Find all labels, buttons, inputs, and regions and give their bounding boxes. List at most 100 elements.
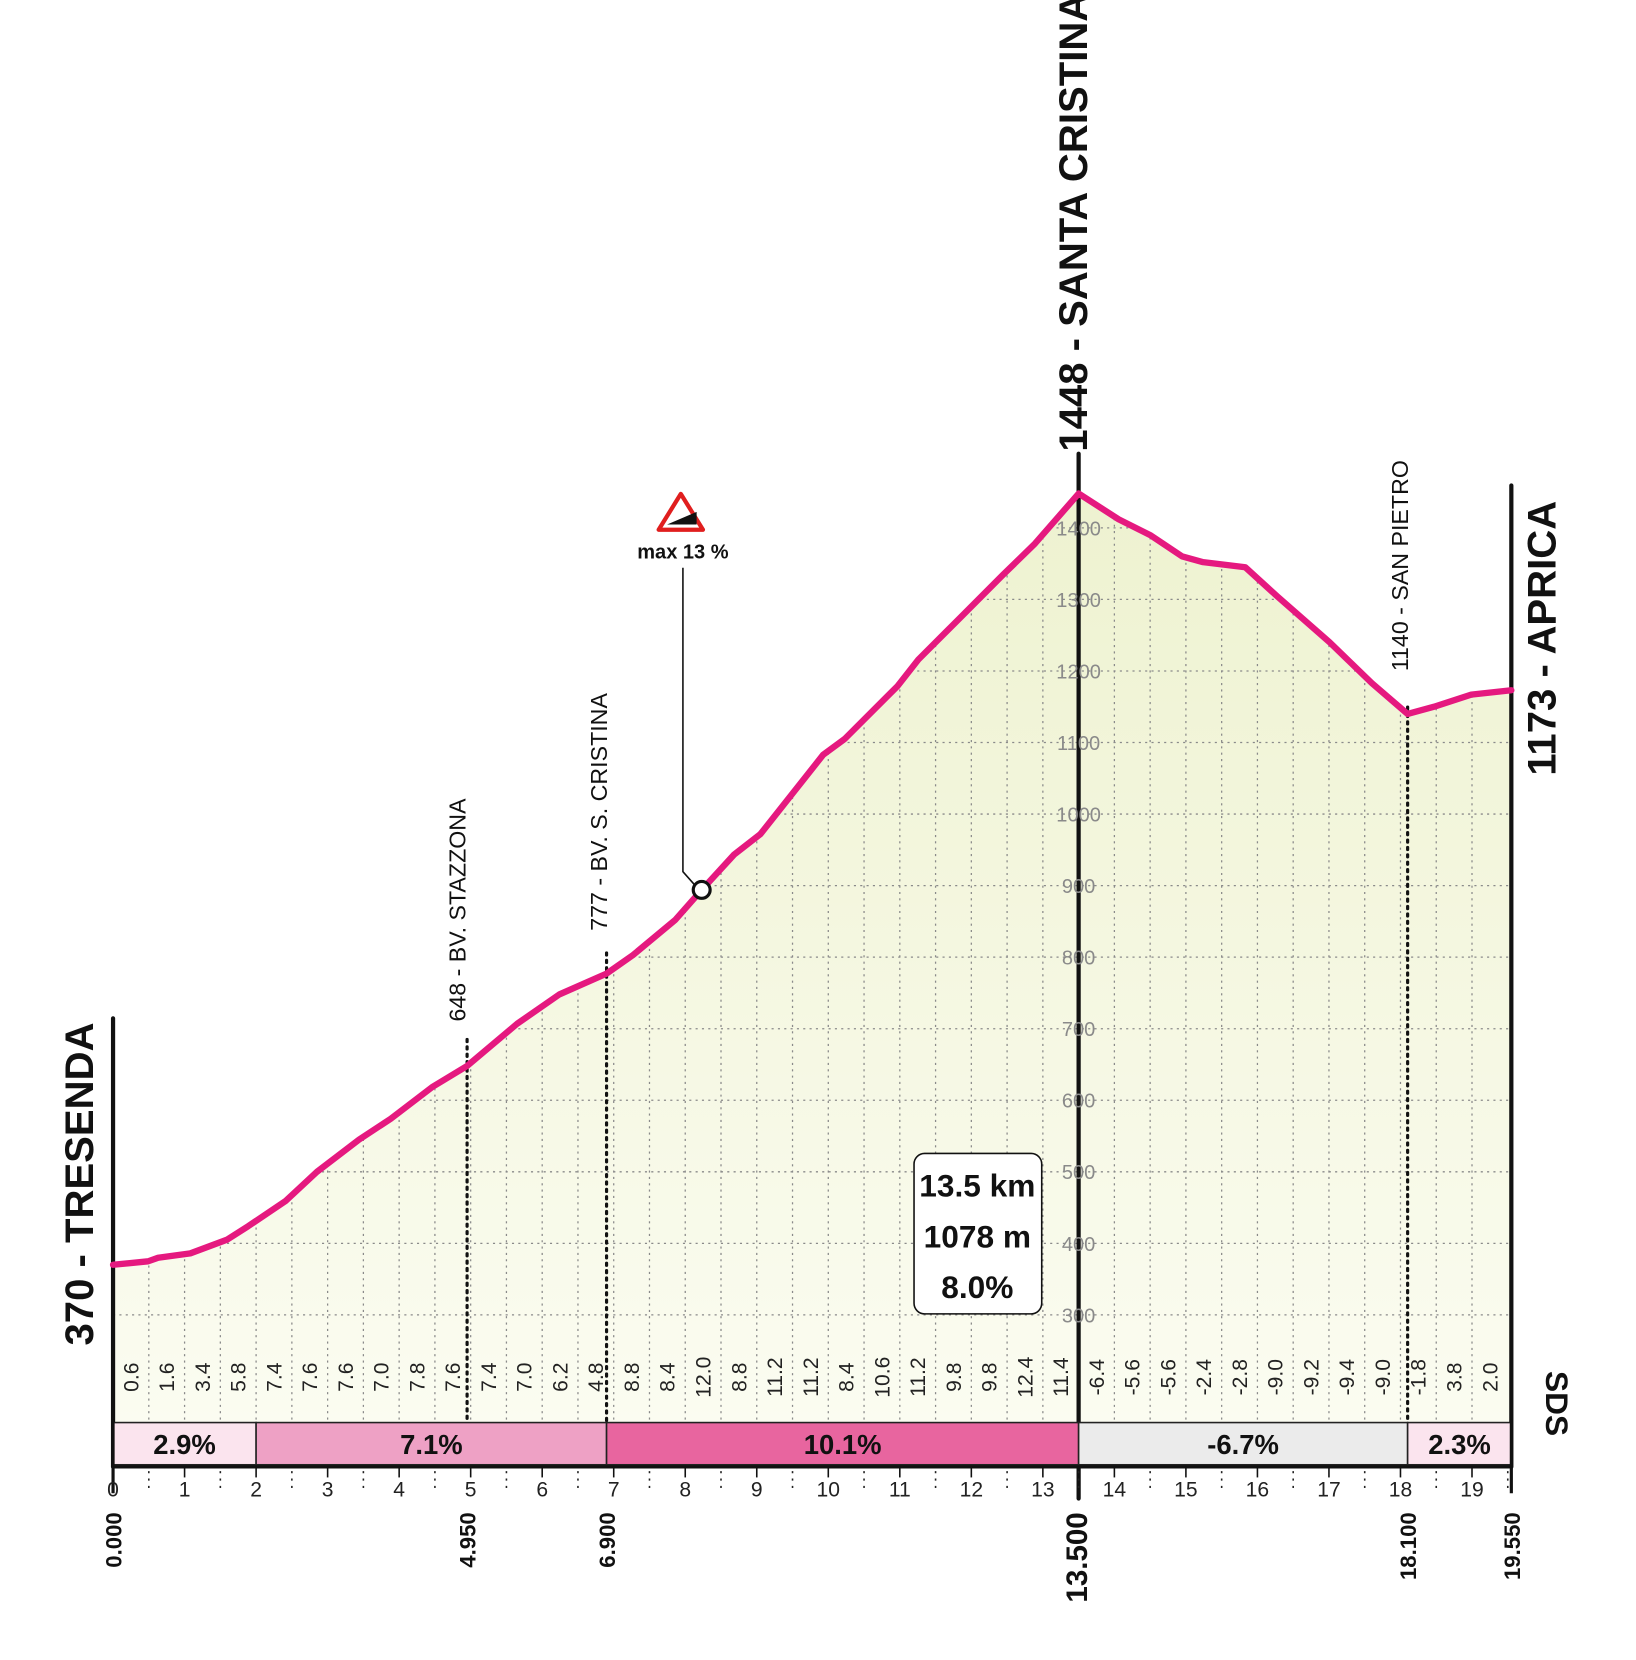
- segment-gradient: 6.2: [549, 1363, 572, 1392]
- waypoint-label: 1448 - SANTA CRISTINA: [1052, 0, 1096, 452]
- x-tick-label: 11: [889, 1478, 911, 1501]
- waypoint-label: 777 - BV. S. CRISTINA: [586, 693, 612, 931]
- waypoint-label: 1173 - APRICA: [1521, 501, 1565, 776]
- segment-gradient: 10.6: [871, 1357, 894, 1398]
- profile-area: [113, 493, 1512, 1423]
- y-tick-label: 800: [1062, 948, 1095, 970]
- segment-gradient: -9.2: [1300, 1359, 1323, 1395]
- x-tick-label: 7: [608, 1478, 620, 1501]
- x-tick-label: 17: [1317, 1478, 1340, 1501]
- segment-gradient: -9.4: [1336, 1359, 1359, 1396]
- logo: SDS: [1539, 1371, 1575, 1436]
- segment-gradient: 2.0: [1479, 1363, 1502, 1392]
- distance-label: 4.950: [456, 1512, 481, 1567]
- segment-gradient: -2.4: [1193, 1359, 1216, 1396]
- y-tick-label: 600: [1062, 1091, 1095, 1113]
- segment-gradient: 9.8: [943, 1363, 966, 1392]
- segment-gradient: 3.8: [1444, 1363, 1467, 1392]
- segment-gradient: 7.6: [442, 1363, 465, 1392]
- sector-label: 7.1%: [400, 1429, 463, 1460]
- x-tick-label: 4: [393, 1478, 405, 1501]
- segment-gradient: 11.2: [764, 1357, 787, 1396]
- x-tick-label: 3: [322, 1478, 334, 1501]
- summary-text: 13.5 km: [919, 1168, 1035, 1204]
- segment-gradient: 12.0: [693, 1357, 716, 1398]
- segment-gradient: -9.0: [1265, 1359, 1288, 1395]
- segment-gradient: 7.0: [371, 1363, 394, 1392]
- distance-label: 6.900: [595, 1512, 620, 1567]
- y-tick-label: 900: [1062, 876, 1095, 898]
- sector-bar: [255, 1421, 608, 1466]
- segment-gradient: 4.8: [585, 1363, 608, 1392]
- y-tick-label: 700: [1062, 1019, 1095, 1041]
- x-tick-label: 12: [960, 1478, 983, 1501]
- segment-gradient: 11.2: [800, 1357, 823, 1396]
- x-tick-label: 13: [1031, 1478, 1054, 1501]
- y-tick-label: 1100: [1057, 733, 1100, 755]
- sector-label: 10.1%: [804, 1429, 882, 1460]
- x-tick-label: 0: [107, 1478, 119, 1501]
- segment-gradient: 7.6: [335, 1363, 358, 1392]
- waypoint-label: 648 - BV. STAZZONA: [445, 798, 471, 1022]
- waypoint-label: 1140 - SAN PIETRO: [1387, 460, 1413, 671]
- segment-gradient: 8.4: [836, 1362, 859, 1392]
- segment-gradient: -1.8: [1408, 1359, 1431, 1395]
- x-tick-label: 5: [465, 1478, 477, 1501]
- sector-label: -6.7%: [1207, 1429, 1279, 1460]
- segment-gradient: 11.4: [1050, 1357, 1073, 1397]
- segment-gradient: 8.8: [621, 1363, 644, 1392]
- x-tick-label: 1: [179, 1478, 191, 1501]
- summary-box: [913, 1152, 1043, 1315]
- segment-gradient: -6.4: [1086, 1359, 1109, 1396]
- max-icon-slope: [667, 511, 697, 525]
- segment-gradient: 9.8: [979, 1363, 1002, 1392]
- max-point: [691, 879, 712, 900]
- max-leader: [682, 567, 696, 887]
- segment-gradient: 7.4: [478, 1362, 501, 1392]
- segment-gradient: 8.4: [657, 1362, 680, 1392]
- segment-gradient: 12.4: [1014, 1356, 1037, 1397]
- sector-label: 2.3%: [1428, 1429, 1491, 1460]
- segment-gradient: 11.2: [907, 1357, 930, 1396]
- segment-gradient: 7.0: [514, 1363, 537, 1392]
- sector-label: 2.9%: [153, 1429, 216, 1460]
- x-tick-label: 6: [536, 1478, 548, 1501]
- x-tick-label: 19: [1460, 1478, 1483, 1501]
- segment-gradient: 3.4: [192, 1362, 215, 1392]
- segment-gradient: -5.6: [1157, 1359, 1180, 1395]
- summary-text: 8.0%: [941, 1269, 1013, 1305]
- distance-label: 0.000: [101, 1512, 126, 1567]
- y-tick-label: 1300: [1056, 590, 1101, 612]
- summary-text: 1078 m: [924, 1218, 1031, 1254]
- segment-gradient: 7.6: [299, 1363, 322, 1392]
- sector-bar: [1406, 1421, 1513, 1466]
- distance-label: 19.550: [1500, 1512, 1525, 1580]
- x-tick-label: 16: [1246, 1478, 1269, 1501]
- segment-gradient: 7.4: [263, 1362, 286, 1392]
- x-tick-label: 8: [679, 1478, 691, 1501]
- distance-label: 13.500: [1061, 1512, 1094, 1602]
- x-tick-label: 2: [250, 1478, 262, 1501]
- segment-gradient: -5.6: [1122, 1359, 1145, 1395]
- y-tick-label: 400: [1062, 1234, 1095, 1256]
- sector-bar: [1077, 1421, 1409, 1466]
- sector-bar: [605, 1421, 1080, 1466]
- x-tick-label: 9: [751, 1478, 763, 1501]
- distance-label: 18.100: [1396, 1512, 1421, 1580]
- x-tick-label: 10: [817, 1478, 840, 1501]
- profile-line: [109, 490, 1515, 1268]
- segment-gradient: 8.8: [728, 1363, 751, 1392]
- segment-gradient: 0.6: [120, 1363, 143, 1392]
- segment-gradient: 1.6: [156, 1363, 179, 1392]
- y-tick-label: 1200: [1056, 661, 1101, 683]
- y-tick-label: 300: [1062, 1305, 1095, 1327]
- waypoint-label: 370 - TRESENDA: [58, 1022, 102, 1345]
- x-tick-label: 15: [1174, 1478, 1197, 1501]
- segment-gradient: -9.0: [1372, 1359, 1395, 1395]
- segment-gradient: 5.8: [228, 1363, 251, 1392]
- y-tick-label: 1000: [1056, 804, 1101, 826]
- max-label: max 13 %: [637, 541, 729, 563]
- x-tick-label: 18: [1389, 1478, 1412, 1501]
- segment-gradient: 7.8: [406, 1363, 429, 1392]
